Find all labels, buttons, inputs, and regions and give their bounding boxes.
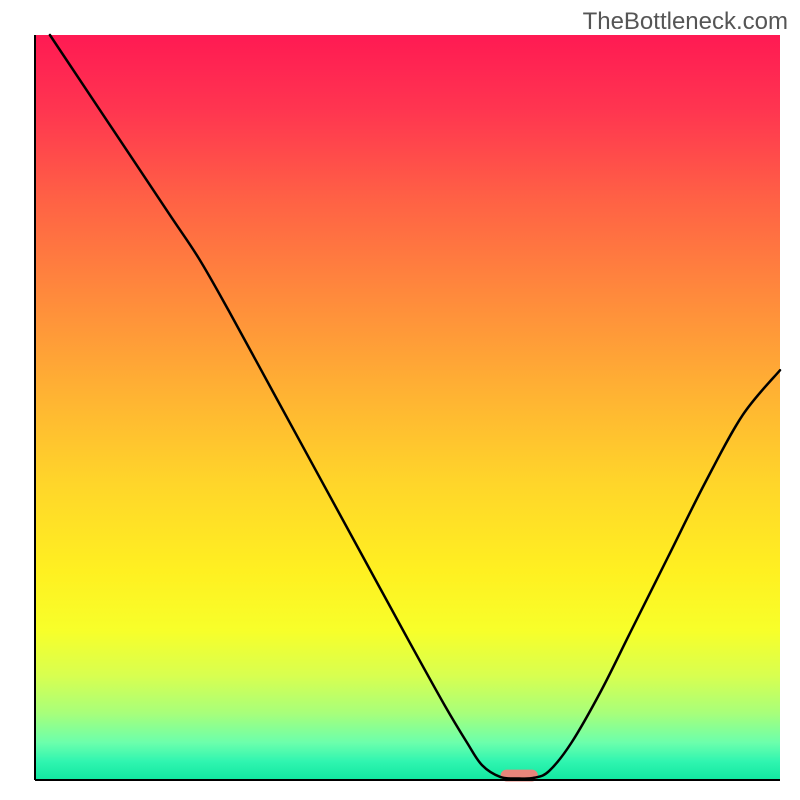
bottleneck-plot: [0, 0, 800, 800]
gradient-background: [35, 35, 780, 780]
chart-container: TheBottleneck.com: [0, 0, 800, 800]
watermark-text: TheBottleneck.com: [583, 8, 788, 36]
